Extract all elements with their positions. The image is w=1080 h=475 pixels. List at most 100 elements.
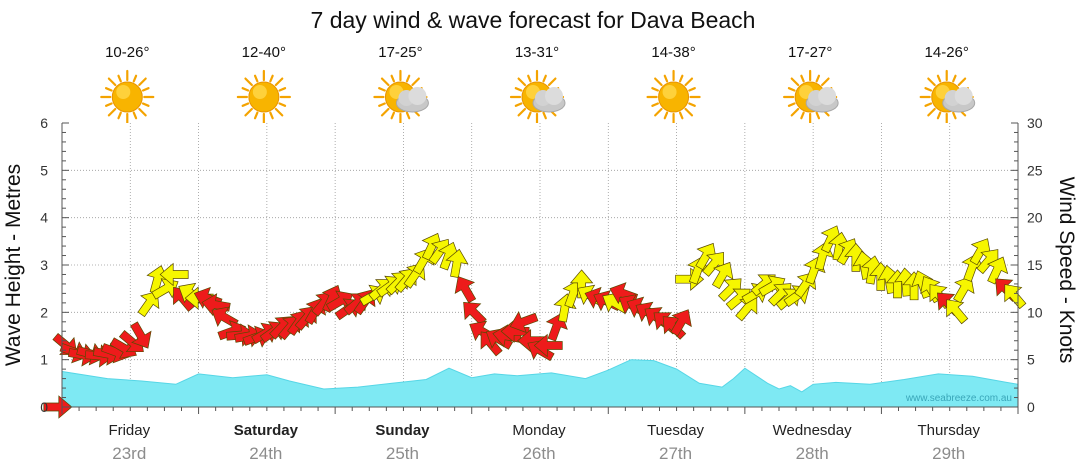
left-tick-label: 5 [40, 162, 48, 178]
cloud-icon [395, 87, 429, 113]
sun-icon [646, 69, 701, 125]
watermark: www.seabreeze.com.au [905, 393, 1012, 404]
day-name: Saturday [234, 422, 299, 439]
wind-arrow [445, 248, 469, 278]
wind-arrow-shape [454, 276, 477, 304]
sun-ray [787, 102, 796, 107]
sun-ray [821, 77, 830, 87]
sun-ray [141, 102, 150, 107]
chart-title: 7 day wind & wave forecast for Dava Beac… [311, 7, 756, 33]
wind-arrow-shape [1004, 284, 1027, 310]
right-axis-title: Wind Speed - Knots [1055, 177, 1078, 364]
wind-arrow [130, 321, 152, 349]
day-date: 29th [932, 444, 965, 463]
cloud-part [818, 87, 837, 105]
sun-ray [241, 87, 250, 92]
day-date: 26th [522, 444, 555, 463]
sun-ray [924, 102, 933, 107]
day-temperature: 12-40° [242, 44, 286, 61]
day-name: Monday [512, 422, 566, 439]
wind-arrow [159, 262, 189, 287]
day-name: Thursday [917, 422, 980, 439]
sun-highlight [116, 85, 131, 99]
sun-ray [651, 102, 659, 107]
sun-ray [514, 87, 523, 92]
sun-ray [244, 107, 253, 117]
day-labels: Friday 23rd Saturday 24th Sunday 25th Monday 26… [108, 422, 980, 463]
sun-ray [241, 102, 250, 107]
sun-ray [688, 102, 696, 107]
sun-ray [380, 107, 390, 117]
left-axis-title: Wave Height - Metres [2, 164, 25, 366]
sun-ray [542, 111, 547, 120]
sun-ray [405, 74, 411, 83]
wind-arrow [986, 256, 1009, 285]
sun-ray [107, 77, 117, 87]
wind-arrow [735, 296, 758, 322]
wind-arrow [953, 276, 975, 304]
sun-ray [936, 111, 942, 120]
day-date: 24th [249, 444, 282, 463]
sun-ray [924, 87, 933, 92]
wind-arrow [1004, 284, 1027, 310]
sun-ray [514, 102, 523, 107]
sun-ray [684, 107, 694, 117]
right-tick-label: 5 [1027, 352, 1035, 368]
sun-ray [117, 111, 122, 120]
partly-cloudy-icon [509, 69, 566, 125]
day-temperature: 14-26° [925, 44, 969, 61]
sun-ray [651, 87, 659, 92]
wind-arrow-shape [130, 321, 152, 349]
left-tick-label: 6 [40, 115, 48, 131]
wind-arrow [454, 276, 477, 304]
wind-arrow [670, 309, 692, 337]
sun-ray [378, 102, 386, 107]
sun-ray [800, 74, 805, 83]
sun-ray [936, 74, 942, 83]
right-tick-labels: 0 5 10 15 20 25 30 [1027, 115, 1043, 415]
right-tick-label: 15 [1027, 257, 1043, 273]
day-date: 28th [796, 444, 829, 463]
sun-ray [278, 87, 287, 92]
wind-arrow-shape [946, 299, 969, 325]
sun-ray [117, 74, 122, 83]
sun-ray [390, 111, 396, 120]
sun-ray [380, 77, 390, 87]
sun-ray [141, 87, 150, 92]
sun-ray [527, 111, 532, 120]
sun-ray [542, 74, 547, 83]
left-tick-label: 0 [40, 399, 48, 415]
sun-ray [952, 111, 957, 120]
wind-arrow-shape [711, 261, 734, 290]
sun-ray [547, 77, 557, 87]
day-date: 27th [659, 444, 692, 463]
sun-ray [517, 77, 527, 87]
sun-highlight [252, 85, 267, 99]
wind-arrow-shape [43, 395, 73, 419]
left-tick-label: 4 [40, 210, 48, 226]
sun-ray [678, 111, 684, 120]
sun-ray [790, 77, 800, 87]
sun-ray [927, 77, 936, 87]
sun-ray [790, 107, 800, 117]
wind-arrow-shape [735, 296, 758, 322]
weather-icons [100, 69, 976, 125]
sun-ray [132, 74, 138, 83]
sun-ray [517, 107, 527, 117]
sun-ray [269, 111, 274, 120]
sun-ray [663, 111, 669, 120]
left-tick-label: 1 [40, 352, 48, 368]
right-tick-label: 30 [1027, 115, 1043, 131]
wind-arrows [43, 225, 1027, 419]
wind-arrow [137, 290, 160, 318]
sun-ray [663, 74, 669, 83]
left-tick-label: 3 [40, 257, 48, 273]
day-name: Sunday [375, 422, 430, 439]
left-tick-label: 2 [40, 304, 48, 320]
sun-ray [405, 111, 411, 120]
sun-ray [527, 74, 532, 83]
sun-ray [787, 87, 796, 92]
sun-ray [684, 77, 694, 87]
partly-cloudy-icon [373, 69, 429, 125]
axes [61, 122, 1019, 414]
